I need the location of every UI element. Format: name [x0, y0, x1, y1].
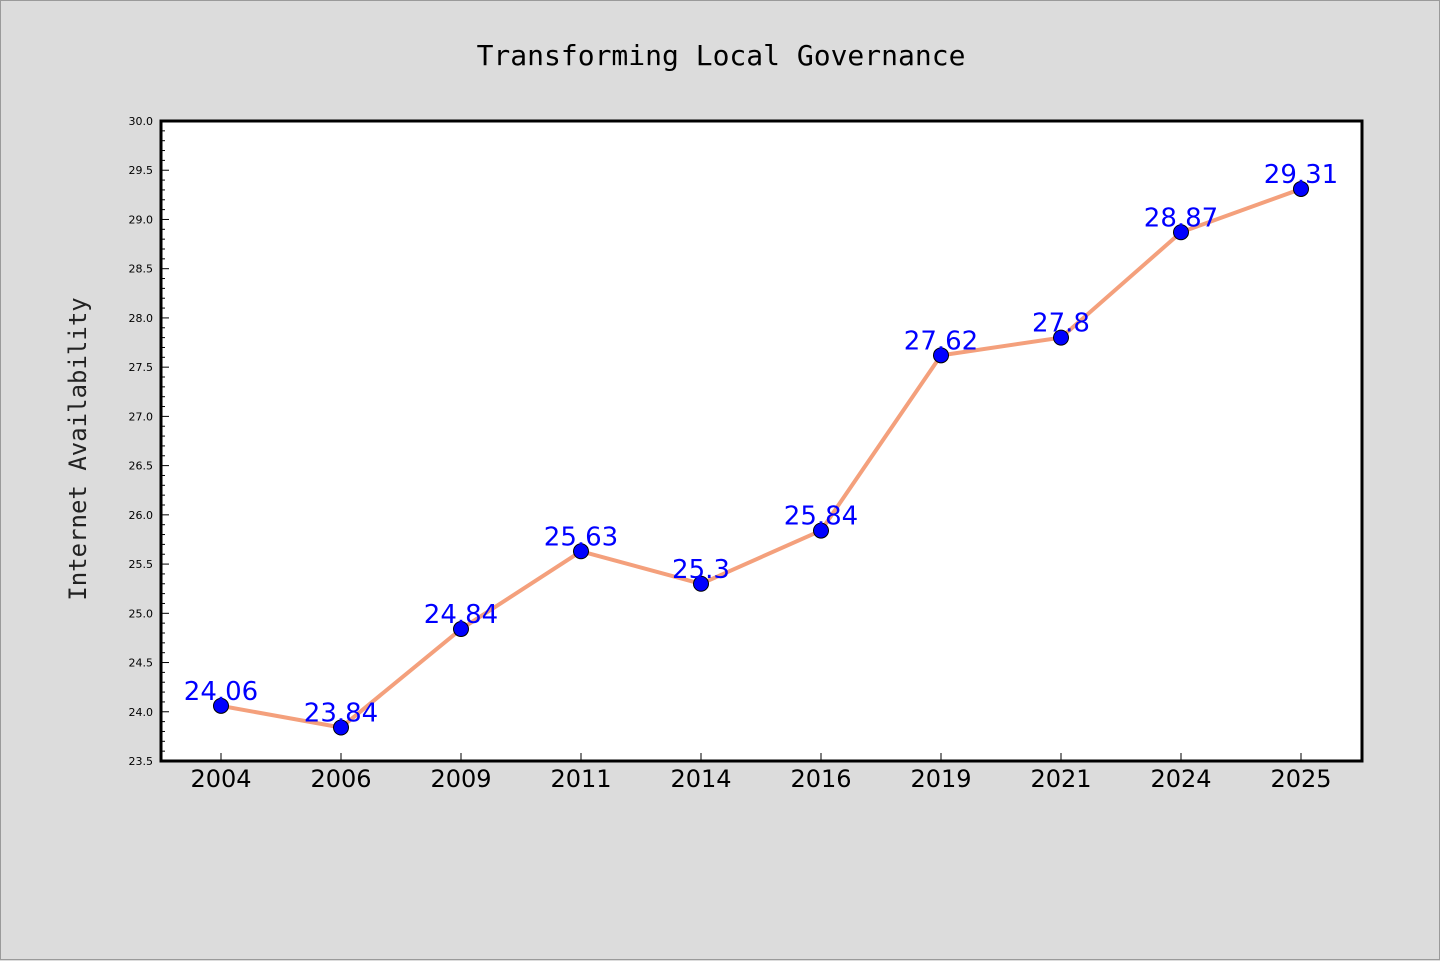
data-label: 27.8	[1032, 309, 1090, 339]
plot-area	[161, 121, 1362, 761]
data-label: 23.84	[304, 699, 378, 729]
y-tick-label: 26.5	[129, 460, 154, 473]
data-point	[453, 621, 469, 638]
data-label: 29.31	[1264, 160, 1338, 190]
data-point	[933, 347, 949, 364]
data-point	[333, 719, 349, 736]
x-tick-label: 2025	[1270, 765, 1331, 793]
y-axis: 23.5 24.0 24.5 25.0 25.5 26.0 26.5 27.0 27.5 28.0…	[129, 115, 169, 768]
data-point	[1293, 180, 1309, 197]
data-point	[573, 543, 589, 560]
data-label: 25.84	[784, 502, 858, 532]
y-tick-label: 29.5	[129, 164, 154, 177]
data-point	[693, 575, 709, 592]
data-label: 28.87	[1144, 203, 1218, 233]
y-tick-label: 29.0	[129, 213, 154, 226]
x-tick-label: 2014	[670, 765, 731, 793]
data-label: 27.62	[904, 326, 978, 356]
y-tick-label: 25.5	[129, 558, 154, 571]
x-tick-label: 2019	[910, 765, 971, 793]
y-tick-label: 27.0	[129, 410, 154, 423]
data-label: 25.63	[544, 522, 618, 552]
series-line	[220, 187, 1302, 730]
y-tick-label: 25.0	[129, 607, 154, 620]
x-tick-label: 2011	[550, 765, 611, 793]
y-tick-label: 24.0	[129, 706, 154, 719]
series-layer: 24.06 23.84 24.84 25.63 25.3 25.84 27.62 27.8 28…	[184, 160, 1338, 736]
data-label: 25.3	[672, 555, 730, 585]
y-tick-label: 27.5	[129, 361, 154, 374]
data-point	[813, 522, 829, 539]
x-tick-label: 2021	[1030, 765, 1091, 793]
y-tick-label: 23.5	[129, 755, 154, 768]
y-tick-label: 28.5	[129, 263, 154, 276]
data-point	[1053, 329, 1069, 346]
plot-border	[159, 119, 1364, 763]
x-tick-label: 2024	[1150, 765, 1211, 793]
y-tick-label: 26.0	[129, 509, 154, 522]
y-tick-label: 30.0	[129, 115, 154, 128]
x-tick-label: 2006	[310, 765, 371, 793]
y-axis-label: Internet Availability	[64, 297, 92, 600]
x-tick-label: 2016	[790, 765, 851, 793]
data-label: 24.84	[424, 600, 498, 630]
y-tick-label: 28.0	[129, 312, 154, 325]
data-label: 24.06	[184, 677, 258, 707]
x-tick-label: 2004	[190, 765, 251, 793]
chart-title: Transforming Local Governance	[477, 39, 966, 72]
data-point	[1173, 224, 1189, 241]
y-tick-label: 24.5	[129, 657, 154, 670]
x-tick-label: 2009	[430, 765, 491, 793]
x-axis: 2004 2006 2009 2011 2014 2016 2019 2021 2024 2025	[190, 753, 1332, 793]
data-point	[213, 697, 229, 714]
